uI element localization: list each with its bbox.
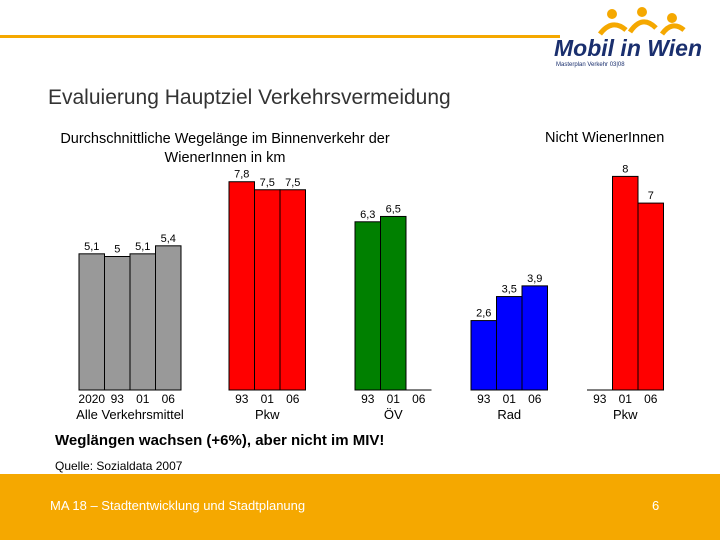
bar	[78, 253, 105, 391]
bar	[104, 256, 131, 391]
header-rule	[0, 35, 560, 38]
value-label: 2,6	[476, 308, 491, 320]
bar	[254, 189, 281, 391]
chart-title: Durchschnittliche Wegelänge im Binnenver…	[60, 131, 390, 166]
group-label: Pkw	[255, 407, 280, 422]
x-tick-label: 06	[644, 392, 658, 406]
value-label: 5,1	[84, 241, 99, 253]
value-label: 7,8	[234, 169, 249, 181]
group-label: Alle Verkehrsmittel	[76, 407, 184, 422]
value-label: 5	[114, 244, 120, 256]
bar	[637, 202, 664, 391]
bar	[496, 296, 523, 391]
value-label: 7	[648, 190, 654, 202]
value-label: 7,5	[285, 177, 300, 189]
x-tick-label: 06	[162, 392, 176, 406]
group-label: ÖV	[384, 407, 403, 422]
x-tick-label: 06	[412, 392, 426, 406]
bar	[155, 245, 182, 391]
footer-text: MA 18 – Stadtentwicklung und Stadtplanun…	[50, 498, 306, 513]
page-number: 6	[652, 498, 660, 513]
group-label: Pkw	[613, 407, 638, 422]
bar	[521, 285, 548, 391]
logo-text: Mobil in Wien	[554, 35, 702, 61]
x-tick-label: 93	[593, 392, 607, 406]
value-label: 7,5	[260, 177, 275, 189]
x-tick-label: 93	[235, 392, 249, 406]
section-label: Nicht WienerInnen	[545, 130, 665, 146]
note: Weglängen wachsen (+6%), aber nicht im M…	[55, 432, 385, 449]
value-label: 3,5	[502, 284, 517, 296]
x-tick-label: 06	[528, 392, 542, 406]
value-label: 3,9	[527, 273, 542, 285]
x-tick-label: 93	[361, 392, 375, 406]
x-tick-label: 93	[477, 392, 491, 406]
source: Quelle: Sozialdata 2007	[55, 459, 183, 473]
group-label: Rad	[497, 407, 521, 422]
bar	[612, 175, 639, 391]
value-label: 6,5	[386, 203, 401, 215]
bar	[380, 215, 407, 391]
x-tick-label: 01	[619, 392, 633, 406]
x-tick-label: 06	[286, 392, 300, 406]
bar	[129, 253, 156, 391]
value-label: 8	[622, 163, 628, 175]
value-label: 5,1	[135, 241, 150, 253]
x-tick-label: 01	[503, 392, 517, 406]
x-tick-label: 01	[261, 392, 275, 406]
bar	[470, 320, 497, 391]
value-label: 6,3	[360, 209, 375, 221]
logo-subtext: Masterplan Verkehr 03|08	[556, 62, 625, 68]
footer: MA 18 – Stadtentwicklung und Stadtplanun…	[0, 474, 720, 540]
value-label: 5,4	[161, 233, 176, 245]
x-tick-label: 01	[136, 392, 150, 406]
logo: Mobil in Wien Masterplan Verkehr 03|08	[554, 7, 702, 68]
bar	[228, 181, 255, 391]
slide-title: Evaluierung Hauptziel Verkehrsvermeidung	[48, 86, 451, 109]
x-tick-label: 01	[387, 392, 401, 406]
x-tick-label: 93	[111, 392, 125, 406]
bar	[279, 189, 306, 391]
bar	[354, 221, 381, 391]
x-tick-label: 2020	[78, 392, 105, 406]
